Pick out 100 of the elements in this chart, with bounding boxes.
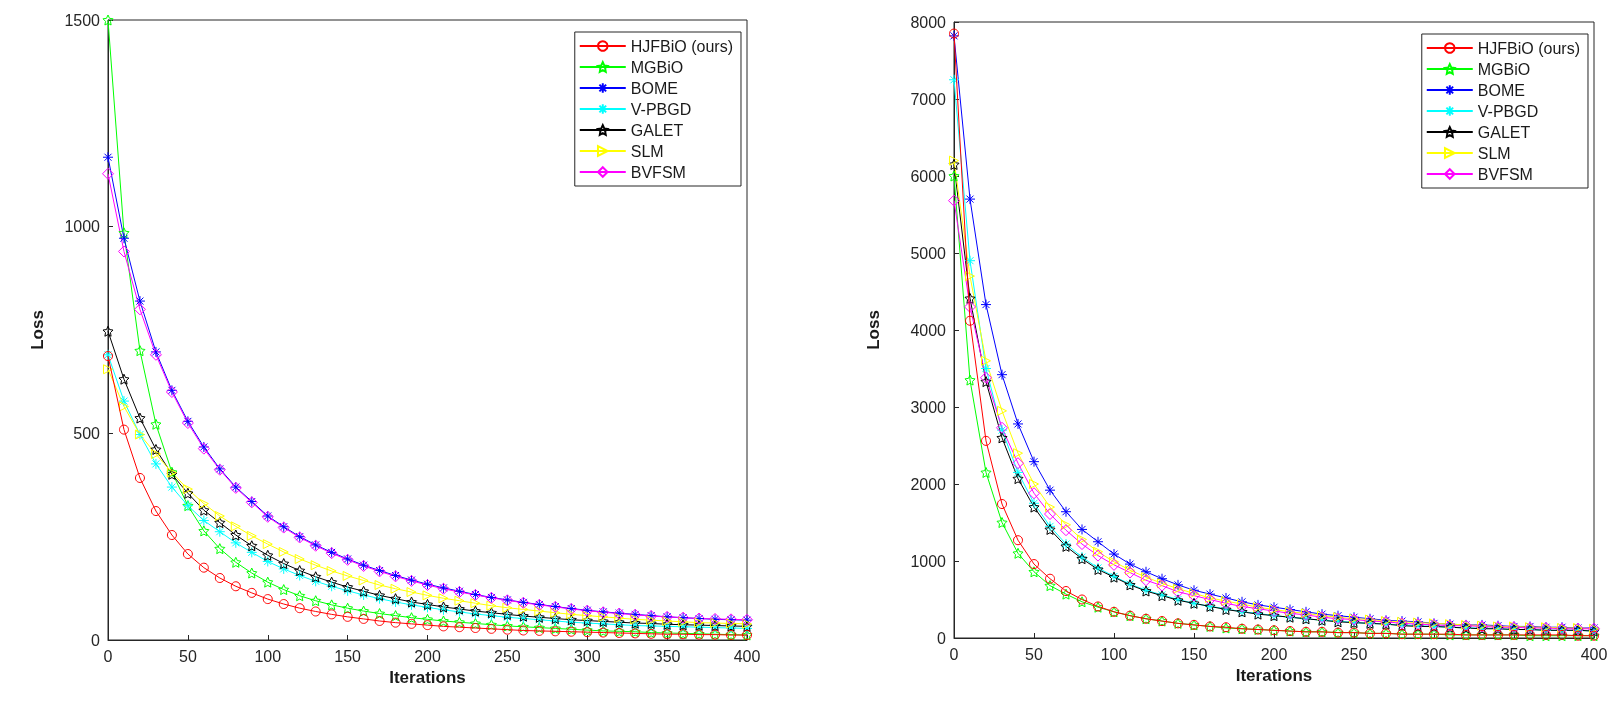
- point: [949, 155, 959, 166]
- point: [454, 595, 465, 606]
- point: [198, 504, 210, 516]
- x-axis-title: Iterations: [1235, 665, 1313, 685]
- point: [598, 611, 609, 622]
- point: [390, 583, 401, 594]
- point: [662, 615, 673, 626]
- x-tick-label: 150: [1180, 645, 1208, 663]
- point: [1204, 588, 1216, 600]
- point: [1093, 546, 1103, 557]
- point: [614, 613, 625, 624]
- point: [1044, 484, 1056, 496]
- point: [342, 570, 353, 581]
- point: [422, 613, 433, 625]
- y-tick-label: 1000: [64, 218, 101, 236]
- point: [150, 449, 161, 459]
- point: [1172, 585, 1184, 598]
- point: [518, 604, 529, 615]
- x-tick-label: 400: [1580, 645, 1608, 663]
- legend-label: HJFBiO (ours): [1477, 39, 1581, 57]
- point: [1092, 549, 1104, 562]
- point: [214, 543, 226, 555]
- point: [1012, 418, 1024, 430]
- point: [310, 606, 321, 617]
- point: [358, 613, 369, 624]
- point: [118, 395, 130, 407]
- point: [374, 593, 386, 605]
- point: [678, 616, 689, 627]
- point: [278, 584, 290, 596]
- x-tick-label: 400: [733, 647, 761, 665]
- point: [1156, 573, 1168, 585]
- point: [118, 424, 129, 435]
- point: [278, 563, 290, 575]
- x-tick-label: 200: [1260, 645, 1288, 663]
- point: [102, 151, 114, 163]
- point: [549, 622, 561, 634]
- point: [182, 487, 194, 499]
- x-tick-label: 150: [334, 647, 362, 665]
- point: [1045, 502, 1055, 513]
- point: [964, 374, 976, 386]
- point: [374, 589, 386, 601]
- point: [102, 325, 114, 337]
- point: [294, 590, 306, 602]
- point: [326, 565, 337, 576]
- x-tick-label: 350: [1500, 645, 1528, 663]
- legend-label: HJFBiO (ours): [630, 37, 734, 55]
- y-tick-label: 5000: [910, 244, 947, 262]
- y-tick-label: 0: [91, 631, 101, 649]
- y-tick-label: 8000: [910, 13, 947, 31]
- y-tick-label: 3000: [910, 398, 947, 416]
- point: [470, 598, 481, 609]
- point: [230, 556, 242, 568]
- point: [198, 525, 210, 537]
- point: [1044, 580, 1056, 592]
- point: [134, 472, 145, 483]
- point: [486, 600, 497, 611]
- y-tick-label: 1000: [910, 552, 947, 570]
- point: [358, 605, 370, 617]
- point: [294, 570, 306, 582]
- legend-label: SLM: [630, 142, 664, 160]
- point: [150, 506, 161, 517]
- point: [230, 521, 241, 532]
- x-tick-label: 300: [1420, 645, 1448, 663]
- point: [422, 590, 433, 601]
- point: [166, 481, 178, 493]
- y-axis-title: Loss: [864, 310, 883, 350]
- point: [198, 515, 210, 527]
- point: [133, 303, 146, 316]
- point: [980, 376, 992, 388]
- point: [980, 466, 992, 478]
- y-tick-label: 0: [937, 629, 947, 647]
- point: [1060, 524, 1072, 537]
- point: [358, 589, 370, 601]
- point: [1028, 456, 1040, 468]
- point: [134, 345, 146, 357]
- point: [374, 615, 385, 626]
- point: [1012, 457, 1024, 470]
- x-tick-label: 100: [1100, 645, 1128, 663]
- point: [981, 355, 991, 366]
- x-tick-label: 0: [949, 645, 959, 663]
- point: [630, 614, 641, 625]
- point: [182, 549, 193, 560]
- point: [1188, 584, 1200, 596]
- point: [502, 624, 513, 635]
- point: [469, 617, 481, 629]
- point: [406, 587, 417, 598]
- y-tick-label: 6000: [910, 167, 947, 185]
- point: [262, 555, 274, 567]
- point: [1012, 466, 1024, 478]
- point: [214, 511, 225, 521]
- point: [1172, 579, 1184, 591]
- y-tick-label: 4000: [910, 321, 947, 339]
- point: [182, 484, 193, 495]
- legend-label: GALET: [630, 121, 684, 139]
- x-tick-label: 250: [1340, 645, 1368, 663]
- point: [437, 615, 449, 627]
- point: [326, 580, 338, 592]
- point: [964, 193, 976, 205]
- point: [550, 607, 561, 618]
- point: [358, 575, 369, 586]
